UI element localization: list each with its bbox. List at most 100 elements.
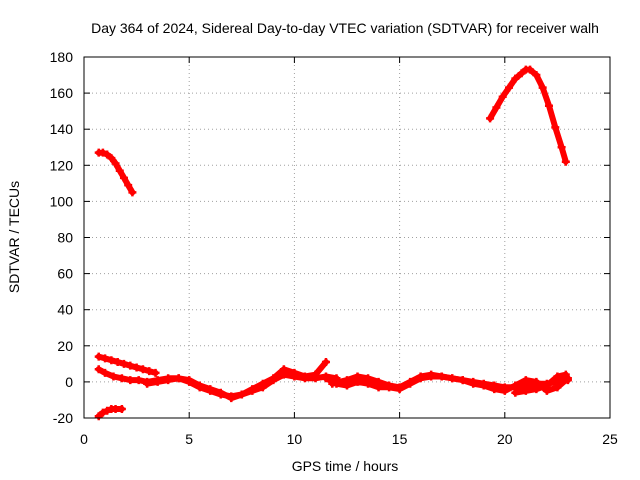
data-point bbox=[216, 388, 225, 397]
data-point bbox=[119, 359, 128, 368]
data-point bbox=[343, 376, 351, 385]
data-point bbox=[206, 385, 215, 394]
data-point bbox=[458, 376, 467, 385]
data-point bbox=[98, 408, 107, 417]
data-point bbox=[279, 365, 288, 374]
data-points bbox=[94, 65, 572, 421]
x-tick-label: 0 bbox=[80, 431, 88, 447]
data-point bbox=[532, 385, 541, 394]
data-point bbox=[237, 390, 246, 399]
data-point bbox=[500, 386, 509, 395]
data-point bbox=[119, 173, 128, 182]
data-point bbox=[328, 379, 337, 388]
data-point bbox=[542, 381, 551, 390]
series-arc-lower-start bbox=[94, 404, 126, 421]
y-tick-label: 160 bbox=[50, 85, 74, 101]
data-point bbox=[138, 365, 147, 374]
data-point bbox=[117, 404, 126, 413]
data-point bbox=[311, 370, 320, 379]
data-point bbox=[101, 368, 110, 377]
data-point bbox=[551, 123, 560, 132]
series-late-high bbox=[486, 65, 570, 166]
data-point bbox=[505, 83, 514, 92]
data-point bbox=[258, 379, 267, 388]
data-point bbox=[300, 372, 309, 381]
chart-title: Day 364 of 2024, Sidereal Day-to-day VTE… bbox=[91, 20, 599, 36]
data-point bbox=[98, 148, 107, 157]
data-point bbox=[557, 143, 566, 152]
plot-frame bbox=[83, 56, 611, 419]
y-tick-label: 120 bbox=[50, 157, 74, 173]
data-point bbox=[128, 188, 137, 197]
data-point bbox=[151, 368, 160, 377]
data-point bbox=[103, 406, 112, 415]
data-point bbox=[511, 381, 520, 390]
data-point bbox=[469, 379, 478, 388]
data-point bbox=[195, 381, 204, 390]
data-point bbox=[117, 374, 126, 383]
y-axis-label: SDTVAR / TECUs bbox=[6, 181, 22, 293]
series-late-low bbox=[511, 370, 570, 397]
data-point bbox=[374, 377, 383, 386]
data-point bbox=[113, 358, 122, 367]
data-point bbox=[174, 374, 183, 383]
data-point bbox=[385, 381, 394, 390]
data-point bbox=[561, 157, 570, 166]
x-tick-label: 5 bbox=[185, 431, 193, 447]
x-tick-label: 25 bbox=[602, 431, 618, 447]
data-point bbox=[416, 372, 425, 381]
data-point bbox=[521, 386, 530, 395]
data-point bbox=[538, 83, 547, 92]
data-point bbox=[561, 370, 570, 379]
data-point bbox=[321, 374, 330, 383]
data-point bbox=[111, 159, 120, 168]
data-point bbox=[94, 352, 103, 361]
series-track bbox=[487, 66, 569, 165]
data-point bbox=[395, 383, 404, 392]
series-main-band-a bbox=[94, 365, 341, 401]
data-point bbox=[517, 69, 526, 78]
data-point bbox=[134, 376, 143, 385]
series-main-band-b bbox=[143, 358, 330, 403]
data-point bbox=[103, 150, 112, 159]
data-point bbox=[553, 383, 562, 392]
data-point bbox=[490, 385, 499, 394]
data-point bbox=[153, 377, 162, 386]
data-point bbox=[269, 374, 278, 383]
data-point bbox=[164, 376, 173, 385]
data-point bbox=[101, 354, 110, 363]
data-point bbox=[321, 358, 330, 367]
data-point bbox=[124, 181, 133, 190]
data-point bbox=[143, 379, 152, 388]
grid bbox=[84, 57, 610, 418]
y-tick-label: 40 bbox=[57, 302, 73, 318]
y-tick-label: 80 bbox=[57, 230, 73, 246]
data-point bbox=[427, 370, 436, 379]
data-point bbox=[94, 365, 103, 374]
data-point bbox=[521, 376, 530, 385]
data-point bbox=[479, 381, 488, 390]
x-tick-label: 10 bbox=[287, 431, 303, 447]
data-point bbox=[107, 154, 116, 163]
y-tick-label: 60 bbox=[57, 266, 73, 282]
data-point bbox=[145, 367, 154, 376]
data-point bbox=[364, 374, 373, 383]
data-point bbox=[126, 361, 135, 370]
data-point bbox=[185, 376, 194, 385]
x-tick-label: 20 bbox=[497, 431, 513, 447]
y-tick-label: 20 bbox=[57, 338, 73, 354]
data-point bbox=[109, 372, 118, 381]
data-point bbox=[486, 114, 495, 123]
data-point bbox=[511, 74, 520, 83]
x-tick-label: 15 bbox=[392, 431, 408, 447]
data-point bbox=[526, 65, 535, 74]
data-point bbox=[532, 377, 541, 386]
data-point bbox=[406, 377, 415, 386]
data-point bbox=[107, 356, 116, 365]
data-point bbox=[544, 101, 553, 110]
y-tick-label: -20 bbox=[53, 410, 73, 426]
y-tick-label: 180 bbox=[50, 49, 74, 65]
data-point bbox=[115, 166, 124, 175]
data-point bbox=[498, 92, 507, 101]
data-point bbox=[448, 374, 457, 383]
